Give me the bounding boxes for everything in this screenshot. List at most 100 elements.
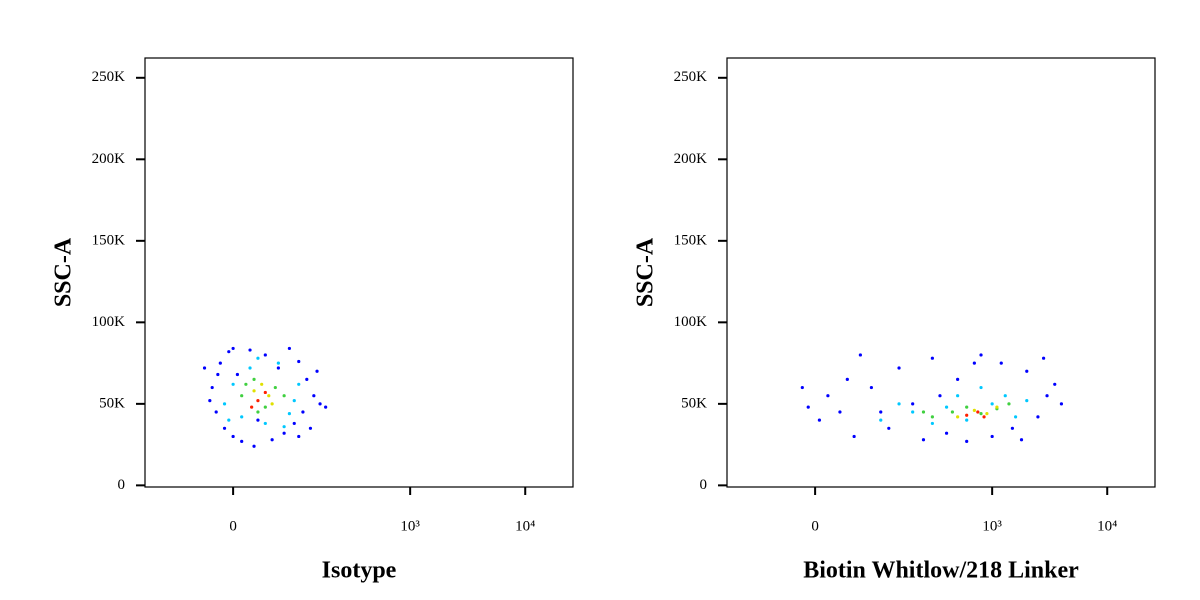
event-dot	[990, 434, 994, 439]
event-dot	[879, 410, 883, 414]
event-dot	[282, 431, 286, 435]
y-tick-label: 100K	[92, 314, 126, 330]
event-dot	[838, 410, 842, 414]
event-dot	[990, 402, 994, 406]
event-dot	[276, 361, 280, 365]
event-dot	[965, 405, 969, 409]
event-dot	[297, 434, 301, 439]
event-dot	[270, 402, 274, 406]
event-dot	[869, 385, 874, 390]
event-dot	[292, 421, 296, 426]
event-dot	[956, 415, 960, 419]
event-dot	[240, 394, 244, 398]
x-axis-label: Biotin Whitlow/218 Linker	[803, 558, 1079, 584]
event-dot	[287, 346, 292, 351]
event-dot	[263, 421, 267, 426]
event-dot	[956, 377, 960, 382]
event-dot	[806, 405, 810, 409]
event-dot	[979, 412, 983, 416]
event-dot	[222, 426, 227, 430]
event-dot	[282, 425, 286, 429]
event-dot	[315, 369, 319, 373]
event-dot	[965, 439, 969, 443]
event-dot	[1045, 394, 1049, 398]
x-tick-label: 0	[229, 518, 237, 534]
event-dot	[1007, 402, 1011, 406]
event-dot	[1010, 426, 1015, 430]
event-dot	[250, 405, 254, 409]
event-dot	[263, 353, 267, 357]
x-tick-label: 10⁴	[515, 518, 535, 534]
event-dot	[817, 418, 822, 422]
event-dot	[248, 348, 252, 352]
event-dot	[312, 394, 316, 398]
event-dot	[982, 415, 986, 419]
event-dot	[297, 359, 301, 364]
event-dot	[995, 405, 999, 409]
event-dot	[979, 385, 983, 390]
event-dot	[800, 385, 804, 390]
event-dot	[270, 438, 274, 442]
event-dot	[1003, 394, 1007, 398]
event-dot	[1025, 398, 1029, 403]
event-dot	[240, 415, 244, 419]
event-dot	[921, 410, 926, 414]
event-dot	[887, 426, 891, 430]
event-dot	[263, 405, 267, 409]
event-dot	[956, 394, 960, 398]
event-dot	[227, 418, 231, 422]
x-tick-label: 10³	[982, 518, 1002, 534]
plot-frame	[144, 57, 574, 488]
event-dot	[985, 412, 989, 416]
event-dot	[944, 405, 949, 409]
event-dot	[897, 366, 901, 370]
x-tick-label: 10³	[400, 518, 420, 534]
y-tick-label: 0	[700, 477, 708, 493]
event-dot	[897, 402, 901, 406]
event-dot	[202, 366, 207, 370]
event-dot	[879, 418, 883, 422]
event-dot	[305, 377, 309, 382]
event-dot	[965, 418, 969, 422]
y-tick-label: 50K	[681, 395, 707, 411]
event-dot	[999, 361, 1003, 365]
event-dot	[911, 410, 915, 414]
event-dot	[252, 389, 256, 393]
event-dot	[976, 410, 980, 414]
event-dot	[1019, 438, 1024, 442]
event-dot	[256, 356, 260, 360]
event-dot	[318, 402, 322, 406]
x-axis-label: Isotype	[322, 558, 397, 584]
event-dot	[930, 421, 934, 426]
event-dot	[972, 361, 976, 365]
event-dot	[930, 356, 934, 360]
event-dot	[252, 444, 256, 448]
event-dot	[282, 394, 286, 398]
event-dot	[979, 353, 983, 357]
event-dot	[216, 372, 220, 377]
y-tick-label: 150K	[674, 232, 708, 248]
event-dot	[1059, 402, 1064, 406]
event-dot	[308, 426, 313, 430]
y-tick-label: 200K	[92, 151, 126, 167]
event-dot	[252, 377, 256, 382]
event-dot	[944, 431, 949, 435]
event-dot	[214, 410, 218, 414]
event-dot	[1014, 415, 1018, 419]
event-dot	[231, 346, 235, 351]
event-dot	[324, 405, 328, 409]
event-dot	[297, 382, 301, 386]
event-dot	[292, 398, 296, 403]
event-dot	[263, 390, 267, 395]
event-dot	[301, 410, 305, 414]
event-dot	[208, 398, 212, 403]
event-dot	[244, 382, 248, 386]
event-dot	[222, 402, 227, 406]
event-dot	[231, 382, 235, 386]
event-dot	[267, 394, 271, 398]
event-dot	[852, 434, 856, 439]
event-dot	[260, 382, 264, 386]
event-dot	[227, 350, 231, 354]
